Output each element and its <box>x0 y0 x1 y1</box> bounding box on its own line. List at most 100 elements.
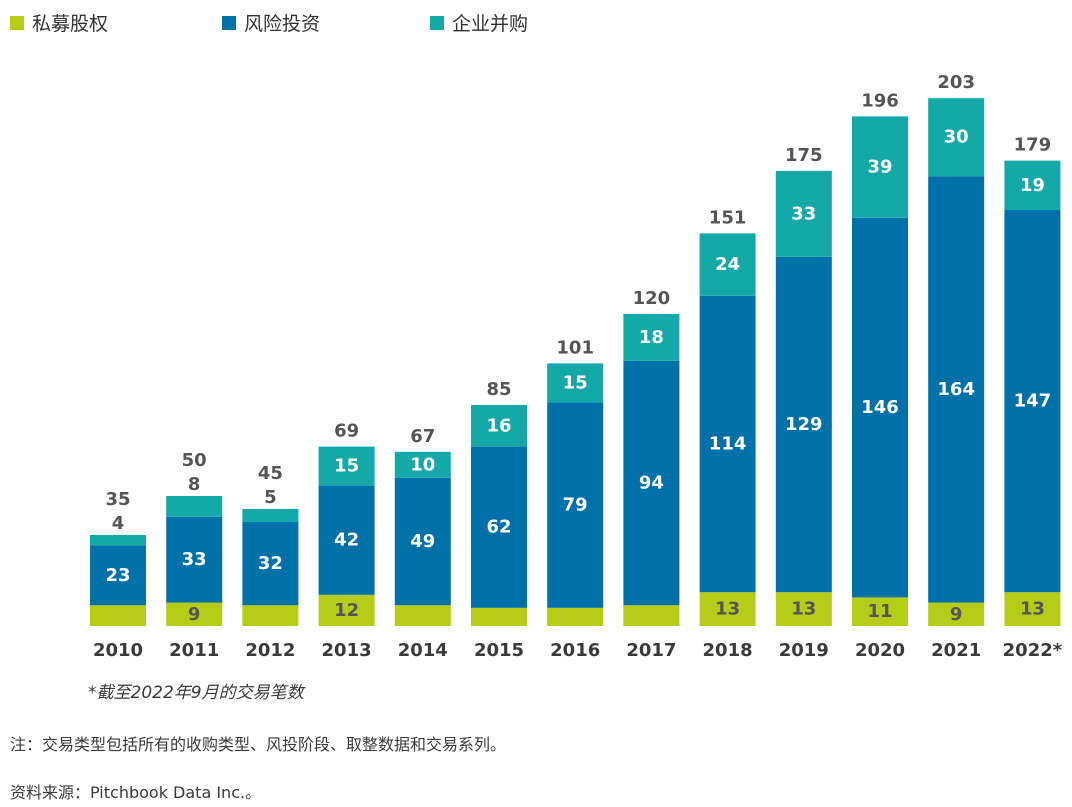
data-label-2021-1: 164 <box>937 379 975 400</box>
bar-segment-2010-0 <box>90 605 146 626</box>
data-label-2013-2: 15 <box>334 456 359 477</box>
x-tick-label-2017: 2017 <box>626 640 676 661</box>
chart-source: 资料来源：Pitchbook Data Inc.。 <box>10 783 262 802</box>
data-label-2020-0: 11 <box>867 601 892 622</box>
bar-segment-2011-0 <box>166 602 223 626</box>
data-label-2022*-1: 147 <box>1014 391 1052 412</box>
legend-swatch-mna <box>430 15 444 30</box>
x-tick-label-2015: 2015 <box>474 640 524 661</box>
bar-segment-2021-2 <box>928 98 985 177</box>
x-tick-label-2020: 2020 <box>855 640 905 661</box>
data-label-2020-1: 146 <box>861 397 899 418</box>
bar-segment-2020-1 <box>852 217 908 598</box>
bar-segment-2014-0 <box>394 605 451 626</box>
x-tick-label-2019: 2019 <box>779 640 829 661</box>
legend-label-venture-capital: 风险投资 <box>244 13 321 35</box>
data-label-2014-1: 49 <box>410 531 435 552</box>
total-label-2015: 85 <box>486 379 511 400</box>
bar-segment-2018-1 <box>699 295 756 593</box>
data-label-2019-0: 13 <box>791 599 816 620</box>
data-label-2017-2: 18 <box>639 327 664 348</box>
x-tick-label-2010: 2010 <box>93 640 143 661</box>
bar-segment-2013-0 <box>318 594 375 626</box>
total-label-2016: 101 <box>556 337 594 358</box>
data-label-2012-1: 32 <box>258 553 283 574</box>
bar-segment-2014-1 <box>394 477 451 606</box>
legend-label-private-equity: 私募股权 <box>32 13 109 35</box>
bar-segment-2013-1 <box>318 485 375 595</box>
x-tick-label-2014: 2014 <box>398 640 448 661</box>
bar-segment-2016-2 <box>547 363 604 403</box>
bar-segment-2017-0 <box>623 605 680 626</box>
legend-item-private-equity: 私募股权 <box>10 9 108 36</box>
data-label-2015-1: 62 <box>486 517 511 538</box>
bar-segment-2012-2 <box>242 509 299 522</box>
bar-segment-2019-2 <box>775 171 832 257</box>
bar-segment-2011-1 <box>166 516 223 603</box>
legend-label-mna: 企业并购 <box>452 13 529 35</box>
bar-segment-2017-1 <box>623 360 680 606</box>
bar-segment-2012-1 <box>242 522 299 606</box>
total-label-2020: 196 <box>861 90 899 111</box>
data-label-2020-2: 39 <box>867 157 892 178</box>
data-label-2011-1: 33 <box>182 549 207 570</box>
data-label-2021-2: 30 <box>944 127 969 148</box>
total-label-2013: 69 <box>334 421 359 442</box>
data-label-2013-0: 12 <box>334 600 359 621</box>
bar-segment-2016-0 <box>547 607 604 626</box>
total-label-2019: 175 <box>785 145 823 166</box>
total-label-2022*: 179 <box>1014 135 1052 156</box>
bar-segment-2019-1 <box>775 256 832 593</box>
stacked-bar-chart: 8234352010933850201183254520121242156920… <box>90 72 1063 661</box>
chart-note: 注：交易类型包括所有的收购类型、风投阶段、取整数据和交易系列。 <box>10 735 507 754</box>
data-label-2019-2: 33 <box>791 203 816 224</box>
legend-swatch-private-equity <box>10 15 24 30</box>
data-label-2014-2: 10 <box>410 454 435 475</box>
x-tick-label-2011: 2011 <box>169 640 219 661</box>
legend-item-mna: 企业并购 <box>430 9 528 36</box>
chart-footnote: *截至2022年9月的交易笔数 <box>88 683 304 703</box>
data-label-2018-0: 13 <box>715 599 740 620</box>
x-tick-label-2012: 2012 <box>245 640 295 661</box>
bar-segment-2015-2 <box>471 405 527 447</box>
data-label-2016-1: 79 <box>563 495 588 516</box>
bar-segment-2016-1 <box>547 402 604 608</box>
bar-segment-2014-2 <box>394 451 451 478</box>
total-label-2010: 35 <box>105 489 130 510</box>
data-label-2019-1: 129 <box>785 414 823 435</box>
bar-segment-2013-2 <box>318 446 375 486</box>
bar-segment-2018-0 <box>699 592 756 626</box>
total-label-2012: 45 <box>258 463 283 484</box>
data-label-2016-2: 15 <box>563 372 588 393</box>
x-tick-label-2018: 2018 <box>703 640 753 661</box>
total-label-2021: 203 <box>937 72 975 93</box>
bar-segment-2021-0 <box>928 602 985 626</box>
data-label-2012-2: 5 <box>264 487 277 508</box>
bar-segment-2015-0 <box>471 607 527 626</box>
data-label-2011-0: 9 <box>188 604 201 625</box>
data-label-2013-1: 42 <box>334 530 359 551</box>
data-label-2011-2: 8 <box>188 474 201 495</box>
bar-segment-2022*-2 <box>1004 160 1061 210</box>
legend-swatch-venture-capital <box>222 15 236 30</box>
total-label-2018: 151 <box>709 207 747 228</box>
bar-segment-2011-2 <box>166 496 223 517</box>
bar-segment-2020-2 <box>852 116 908 218</box>
data-label-2022*-0: 13 <box>1020 599 1045 620</box>
bar-segment-2021-1 <box>928 176 985 603</box>
data-label-2017-1: 94 <box>639 473 664 494</box>
data-label-2010-1: 23 <box>105 565 130 586</box>
bar-segment-2020-0 <box>852 597 908 626</box>
data-label-2010-2: 4 <box>112 513 125 534</box>
total-label-2014: 67 <box>410 426 435 447</box>
data-label-2021-0: 9 <box>950 604 963 625</box>
legend-item-venture-capital: 风险投资 <box>222 9 320 36</box>
bar-segment-2010-2 <box>90 535 146 546</box>
bar-segment-2017-2 <box>623 314 680 361</box>
bar-segment-2022*-0 <box>1004 592 1061 626</box>
data-label-2022*-2: 19 <box>1020 175 1045 196</box>
x-tick-label-2016: 2016 <box>550 640 600 661</box>
bar-segment-2018-2 <box>699 233 756 296</box>
total-label-2011: 50 <box>182 450 207 471</box>
bar-segment-2010-1 <box>90 545 146 606</box>
